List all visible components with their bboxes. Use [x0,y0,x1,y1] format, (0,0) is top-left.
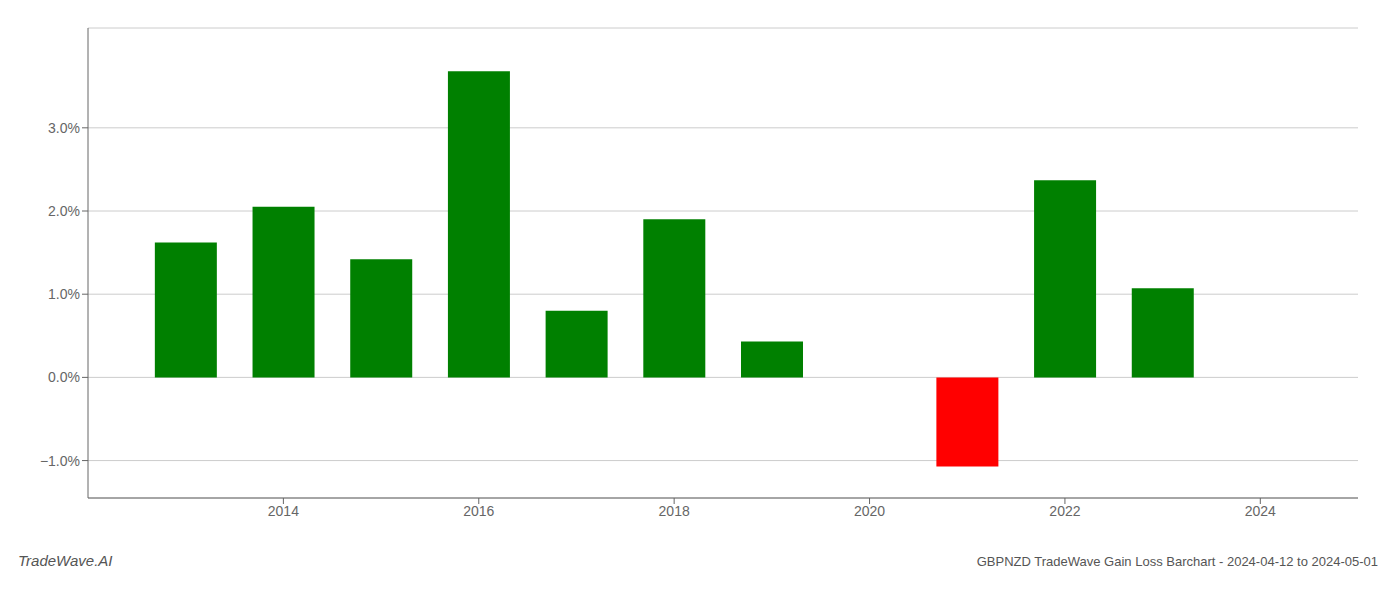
html-text:TradeWave.AI: TradeWave.AI [18,552,113,569]
svg-text:2016: 2016 [463,503,494,519]
svg-text:2022: 2022 [1049,503,1080,519]
svg-text:−1.0%: −1.0% [40,453,80,469]
svg-text:2018: 2018 [659,503,690,519]
svg-text:2.0%: 2.0% [48,203,80,219]
svg-text:2014: 2014 [268,503,299,519]
svg-text:3.0%: 3.0% [48,120,80,136]
svg-text:1.0%: 1.0% [48,286,80,302]
svg-text:0.0%: 0.0% [48,369,80,385]
svg-text:2020: 2020 [854,503,885,519]
html-text:GBPNZD TradeWave Gain Loss Bar: GBPNZD TradeWave Gain Loss Barchart - 20… [976,554,1378,569]
svg-text:2024: 2024 [1245,503,1276,519]
